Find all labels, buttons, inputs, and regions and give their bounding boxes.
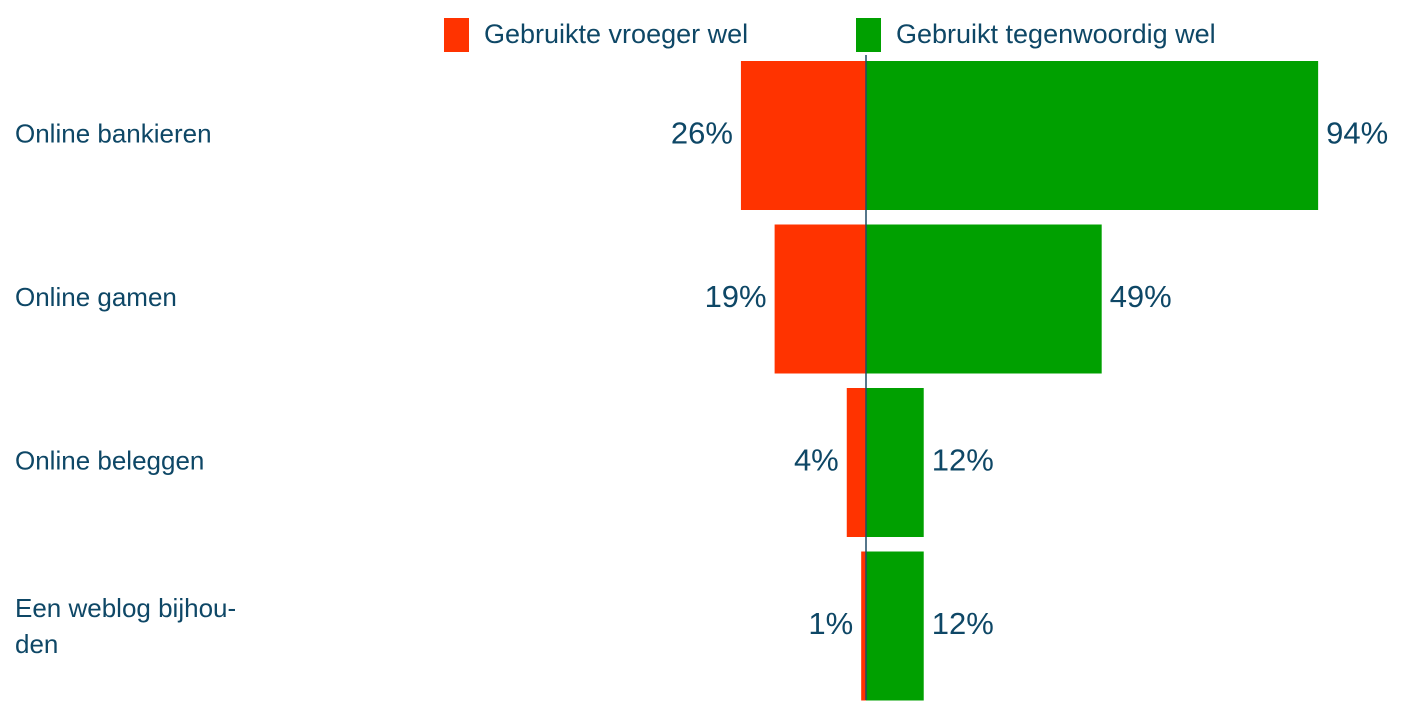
bar <box>774 224 866 374</box>
value-label: 1% <box>808 606 853 641</box>
legend-swatch <box>444 18 469 52</box>
bar <box>866 224 1102 374</box>
category-label-line: den <box>15 629 58 659</box>
value-label: 19% <box>705 279 767 314</box>
legend-label: Gebruikte vroeger wel <box>484 19 748 49</box>
bar <box>866 551 924 701</box>
category-label: Online gamen <box>15 282 177 312</box>
value-label: 49% <box>1110 279 1172 314</box>
value-label: 12% <box>932 606 994 641</box>
legend-label: Gebruikt tegenwoordig wel <box>896 19 1216 49</box>
value-label: 94% <box>1326 116 1388 151</box>
bar <box>861 551 866 701</box>
bar <box>866 388 924 537</box>
category-label: Online bankieren <box>15 118 212 148</box>
value-label: 26% <box>671 116 733 151</box>
bar <box>740 61 866 210</box>
value-label: 12% <box>932 443 994 478</box>
bar <box>866 61 1319 210</box>
value-label: 4% <box>794 443 839 478</box>
category-label: Een weblog bijhou-den <box>15 593 236 659</box>
category-label-line: Een weblog bijhou- <box>15 593 236 623</box>
legend-swatch <box>856 18 881 52</box>
bar <box>846 388 866 537</box>
category-label: Online beleggen <box>15 445 204 475</box>
